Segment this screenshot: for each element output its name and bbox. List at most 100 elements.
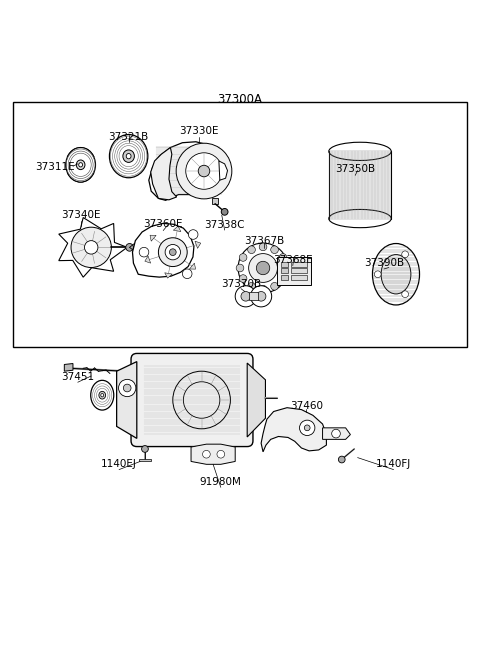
Polygon shape xyxy=(191,444,235,464)
Polygon shape xyxy=(165,273,172,278)
Polygon shape xyxy=(132,223,194,277)
Circle shape xyxy=(198,165,210,177)
Circle shape xyxy=(238,243,288,293)
Circle shape xyxy=(235,286,256,307)
Circle shape xyxy=(139,247,149,257)
Text: 37340E: 37340E xyxy=(61,210,100,220)
Circle shape xyxy=(402,291,408,298)
Polygon shape xyxy=(195,241,201,249)
Polygon shape xyxy=(149,142,223,200)
Ellipse shape xyxy=(381,255,411,294)
Ellipse shape xyxy=(123,150,134,163)
Circle shape xyxy=(239,254,247,261)
Ellipse shape xyxy=(109,134,148,178)
Polygon shape xyxy=(190,263,195,269)
Circle shape xyxy=(203,451,210,458)
Polygon shape xyxy=(59,218,127,277)
Polygon shape xyxy=(281,268,288,274)
Circle shape xyxy=(259,285,267,293)
Circle shape xyxy=(221,209,228,215)
Bar xyxy=(13,102,467,347)
Circle shape xyxy=(374,271,381,277)
Ellipse shape xyxy=(329,209,391,228)
Circle shape xyxy=(236,264,244,272)
Circle shape xyxy=(182,269,192,279)
Polygon shape xyxy=(173,226,181,232)
Text: 37321B: 37321B xyxy=(108,132,149,142)
Polygon shape xyxy=(261,407,326,452)
Circle shape xyxy=(248,283,255,290)
Polygon shape xyxy=(291,262,307,266)
Circle shape xyxy=(249,254,277,282)
Polygon shape xyxy=(150,236,156,241)
Circle shape xyxy=(217,451,225,458)
Text: 37451: 37451 xyxy=(61,372,95,382)
Text: 91980M: 91980M xyxy=(200,478,242,487)
Text: 37360E: 37360E xyxy=(144,219,183,229)
Circle shape xyxy=(259,243,267,251)
Polygon shape xyxy=(139,459,151,461)
Polygon shape xyxy=(64,363,73,371)
Polygon shape xyxy=(212,198,218,203)
Circle shape xyxy=(338,456,345,463)
Ellipse shape xyxy=(91,380,114,410)
Polygon shape xyxy=(277,257,311,285)
Text: 37370B: 37370B xyxy=(221,279,261,289)
Polygon shape xyxy=(145,256,151,263)
Circle shape xyxy=(304,425,310,431)
Ellipse shape xyxy=(372,243,420,305)
Circle shape xyxy=(300,420,315,436)
Text: 37460: 37460 xyxy=(290,401,323,411)
Circle shape xyxy=(251,286,272,307)
Polygon shape xyxy=(117,361,137,438)
Circle shape xyxy=(256,291,266,301)
Circle shape xyxy=(119,379,136,397)
Circle shape xyxy=(158,237,187,266)
Circle shape xyxy=(271,246,278,254)
Circle shape xyxy=(402,251,408,258)
Text: 37350B: 37350B xyxy=(335,165,375,174)
Text: 37311E: 37311E xyxy=(36,162,75,172)
Text: 37338C: 37338C xyxy=(204,220,245,230)
Circle shape xyxy=(256,261,270,275)
Circle shape xyxy=(188,230,198,239)
Circle shape xyxy=(142,445,148,453)
Ellipse shape xyxy=(329,142,391,161)
Circle shape xyxy=(176,143,232,199)
Polygon shape xyxy=(281,262,288,266)
Polygon shape xyxy=(249,293,258,300)
Ellipse shape xyxy=(76,160,85,170)
Text: 37300A: 37300A xyxy=(217,92,263,106)
Circle shape xyxy=(123,384,131,392)
Ellipse shape xyxy=(79,163,83,167)
Text: 1140FJ: 1140FJ xyxy=(376,459,411,469)
Polygon shape xyxy=(219,161,228,180)
Circle shape xyxy=(241,291,251,301)
Ellipse shape xyxy=(126,154,131,159)
Circle shape xyxy=(126,243,133,251)
Circle shape xyxy=(186,153,222,190)
Polygon shape xyxy=(323,428,350,440)
Circle shape xyxy=(248,246,255,254)
Circle shape xyxy=(279,254,287,261)
Circle shape xyxy=(169,249,176,256)
Polygon shape xyxy=(247,363,265,437)
Circle shape xyxy=(71,227,111,268)
Ellipse shape xyxy=(66,148,96,182)
Polygon shape xyxy=(151,148,177,200)
Circle shape xyxy=(332,429,340,438)
Circle shape xyxy=(165,245,180,260)
Ellipse shape xyxy=(99,392,106,399)
Text: 37368E: 37368E xyxy=(273,255,312,264)
Circle shape xyxy=(282,264,290,272)
Text: 37367B: 37367B xyxy=(244,236,284,247)
FancyBboxPatch shape xyxy=(131,354,253,447)
Text: 37330E: 37330E xyxy=(180,126,219,136)
Ellipse shape xyxy=(101,394,104,397)
Polygon shape xyxy=(291,276,307,280)
Circle shape xyxy=(279,275,287,282)
Circle shape xyxy=(271,283,278,290)
Circle shape xyxy=(84,241,98,254)
Polygon shape xyxy=(281,276,288,280)
Text: 1140EJ: 1140EJ xyxy=(101,459,137,469)
